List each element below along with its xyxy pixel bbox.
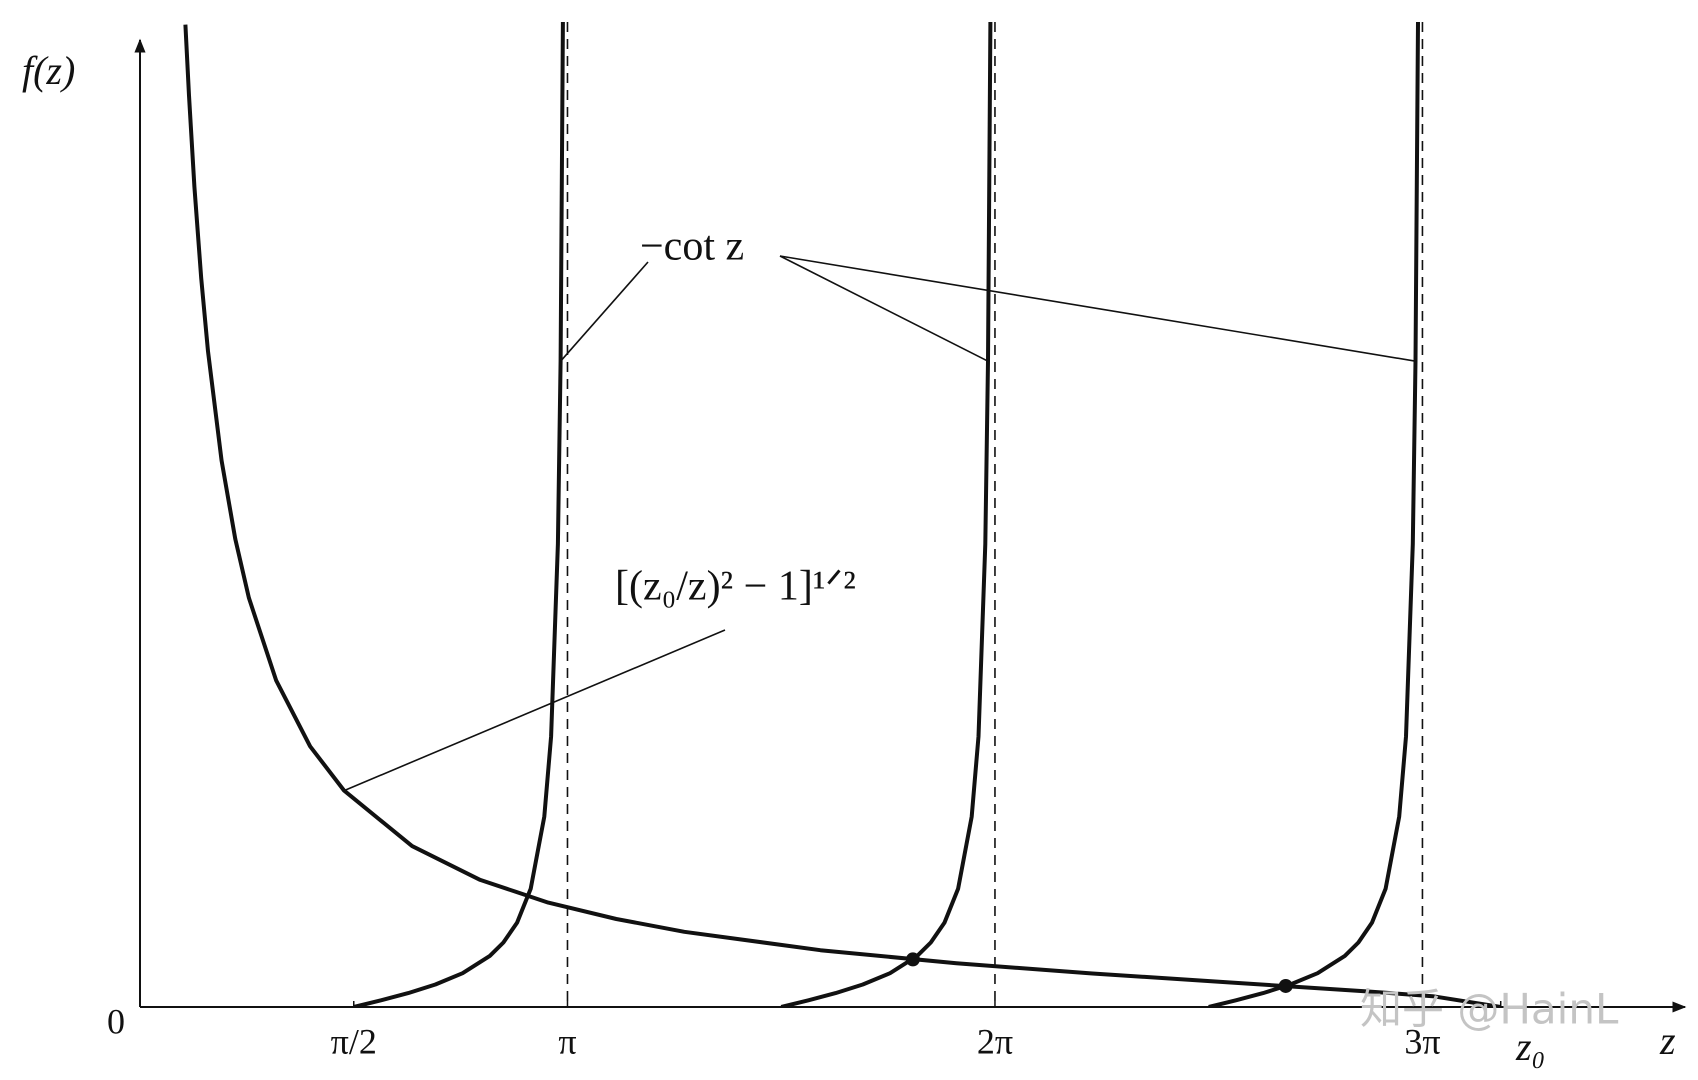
x-tick-label: π/2 (331, 1021, 377, 1061)
series-label: −cot z (640, 224, 744, 270)
x-tick-label: 3π (1404, 1021, 1440, 1061)
series-label: [(z₀/z)² − 1]¹ᐟ² (615, 564, 856, 610)
intersection-dot (905, 952, 920, 967)
leader-line (779, 255, 989, 362)
watermark: 知乎 @HainL (1360, 985, 1619, 1034)
leader-line (343, 629, 726, 792)
x-tick-label: 2π (977, 1021, 1013, 1061)
y-axis-label: f(z) (22, 48, 75, 93)
x-tick-label: z₀ (1515, 1024, 1545, 1069)
y-tick-label: 0 (107, 1001, 125, 1041)
x-tick-label: π (558, 1021, 576, 1061)
intersection-dot (1278, 978, 1293, 993)
curve (183, 24, 1502, 1007)
leader-line (559, 261, 649, 362)
x-axis-label: z (1659, 1018, 1676, 1063)
curve (353, 21, 1420, 1007)
leader-line (779, 255, 1416, 362)
